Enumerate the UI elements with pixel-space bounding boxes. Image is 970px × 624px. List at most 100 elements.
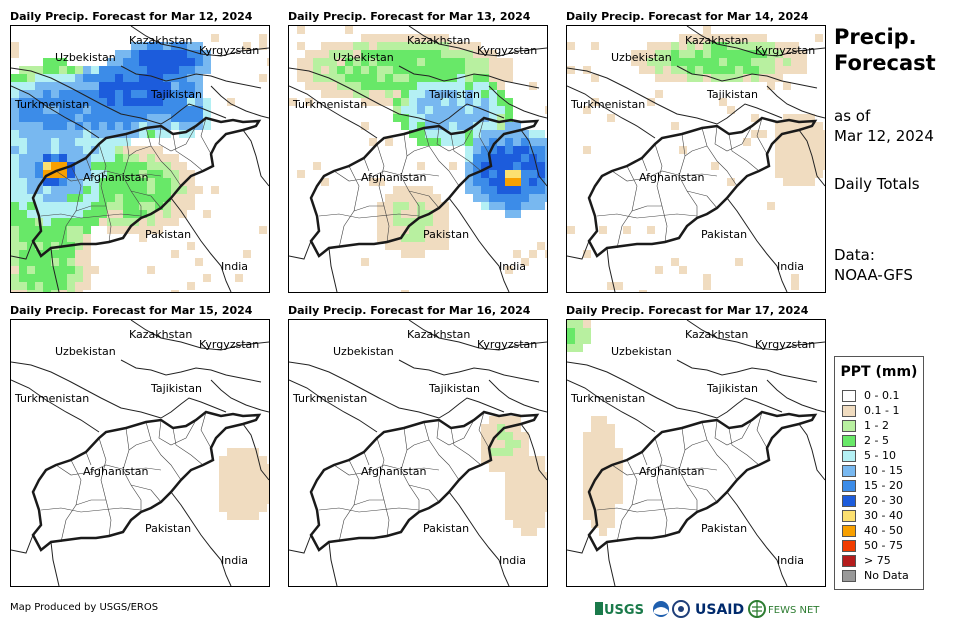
province-border bbox=[714, 125, 753, 152]
country-border bbox=[520, 129, 547, 187]
province-border bbox=[145, 421, 182, 481]
country-border bbox=[716, 397, 783, 419]
province-border bbox=[728, 427, 760, 466]
usaid-logo-icon: USAID bbox=[695, 602, 744, 618]
legend-label: 10 - 15 bbox=[864, 464, 903, 477]
country-label-india: India bbox=[221, 554, 248, 567]
province-border bbox=[728, 133, 760, 172]
country-border bbox=[676, 65, 818, 89]
country-label-afghanistan: Afghanistan bbox=[639, 465, 705, 478]
forecast-panel-4: Daily Precip. Forecast for Mar 15, 2024 … bbox=[10, 304, 270, 587]
province-border bbox=[678, 133, 698, 218]
country-label-kazakhstan: Kazakhstan bbox=[685, 34, 748, 47]
country-border bbox=[289, 379, 378, 433]
legend-swatch bbox=[842, 510, 856, 522]
afghanistan-outline bbox=[309, 116, 540, 258]
country-border bbox=[289, 67, 440, 125]
forecast-map: Kazakhstan Kyrgyzstan Uzbekistan Tajikistan… bbox=[566, 25, 826, 293]
country-label-uzbekistan: Uzbekistan bbox=[55, 51, 116, 64]
country-border bbox=[11, 379, 100, 433]
country-border bbox=[289, 361, 440, 419]
legend-swatch bbox=[842, 405, 856, 417]
map-canvas: Kazakhstan Kyrgyzstan Uzbekistan Tajikistan… bbox=[567, 320, 825, 586]
country-label-tajikistan: Tajikistan bbox=[150, 382, 202, 395]
country-border bbox=[448, 491, 510, 586]
province-border bbox=[756, 411, 768, 449]
country-border bbox=[130, 26, 269, 57]
province-border bbox=[130, 484, 162, 503]
country-border bbox=[50, 541, 60, 586]
data-line2: NOAA-GFS bbox=[834, 266, 913, 284]
forecast-panel-5: Daily Precip. Forecast for Mar 16, 2024 … bbox=[288, 304, 548, 587]
country-border bbox=[448, 197, 510, 292]
precip-grid bbox=[219, 448, 269, 520]
country-label-tajikistan: Tajikistan bbox=[428, 88, 480, 101]
panel-title: Daily Precip. Forecast for Mar 17, 2024 bbox=[566, 304, 809, 317]
country-border bbox=[488, 85, 547, 119]
country-border bbox=[160, 103, 227, 125]
country-border bbox=[11, 85, 100, 139]
legend-swatch bbox=[842, 420, 856, 432]
province-border bbox=[436, 125, 475, 152]
country-label-afghanistan: Afghanistan bbox=[83, 171, 149, 184]
country-label-kyrgyzstan: Kyrgyzstan bbox=[755, 338, 815, 351]
province-border bbox=[158, 419, 197, 446]
side-title-line1: Precip. bbox=[834, 25, 917, 49]
country-label-turkmenistan: Turkmenistan bbox=[14, 98, 89, 111]
province-border bbox=[172, 427, 204, 466]
province-border bbox=[596, 213, 698, 219]
agency-logos: USGS USAID FEWS NET bbox=[595, 600, 820, 618]
country-label-tajikistan: Tajikistan bbox=[428, 382, 480, 395]
legend-swatch bbox=[842, 465, 856, 477]
country-label-tajikistan: Tajikistan bbox=[150, 88, 202, 101]
province-border bbox=[333, 464, 440, 476]
country-label-pakistan: Pakistan bbox=[423, 522, 469, 535]
province-border bbox=[318, 507, 420, 513]
as-of-text: as of Mar 12, 2024 bbox=[834, 106, 964, 146]
afghanistan-outline bbox=[309, 410, 540, 552]
legend-swatch bbox=[842, 540, 856, 552]
province-border bbox=[408, 190, 440, 209]
country-border bbox=[11, 361, 162, 419]
country-border bbox=[606, 541, 616, 586]
country-border bbox=[766, 85, 825, 119]
country-border bbox=[242, 129, 269, 187]
province-border bbox=[631, 205, 662, 212]
country-label-turkmenistan: Turkmenistan bbox=[292, 392, 367, 405]
data-line1: Data: bbox=[834, 246, 875, 264]
country-border bbox=[289, 534, 312, 554]
forecast-map: Kazakhstan Kyrgyzstan Uzbekistan Tajikistan… bbox=[10, 25, 270, 293]
country-label-india: India bbox=[777, 260, 804, 273]
country-border bbox=[686, 320, 825, 351]
country-label-tajikistan: Tajikistan bbox=[706, 382, 758, 395]
panel-title: Daily Precip. Forecast for Mar 16, 2024 bbox=[288, 304, 531, 317]
country-border bbox=[11, 240, 34, 260]
country-border bbox=[567, 379, 656, 433]
country-border bbox=[408, 320, 547, 351]
country-label-afghanistan: Afghanistan bbox=[361, 465, 427, 478]
province-border bbox=[631, 499, 662, 506]
province-border bbox=[122, 427, 142, 512]
country-label-kyrgyzstan: Kyrgyzstan bbox=[477, 44, 537, 57]
daily-totals-text: Daily Totals bbox=[834, 175, 920, 193]
legend-label: 0 - 0.1 bbox=[864, 389, 900, 402]
province-border bbox=[400, 133, 420, 218]
country-label-pakistan: Pakistan bbox=[145, 228, 191, 241]
country-border bbox=[686, 26, 825, 57]
panel-title: Daily Precip. Forecast for Mar 15, 2024 bbox=[10, 304, 253, 317]
legend-label: 15 - 20 bbox=[864, 479, 903, 492]
afghanistan-outline bbox=[587, 116, 818, 258]
country-label-kyrgyzstan: Kyrgyzstan bbox=[755, 44, 815, 57]
province-border bbox=[701, 421, 738, 481]
country-border bbox=[567, 534, 590, 554]
map-canvas: Kazakhstan Kyrgyzstan Uzbekistan Tajikistan… bbox=[567, 26, 825, 292]
legend-label: 1 - 2 bbox=[864, 419, 889, 432]
credit-text: Map Produced by USGS/EROS bbox=[10, 602, 159, 613]
province-border bbox=[130, 190, 162, 209]
country-border bbox=[766, 379, 825, 413]
country-border bbox=[398, 359, 540, 383]
country-label-kyrgyzstan: Kyrgyzstan bbox=[199, 338, 259, 351]
province-border bbox=[686, 190, 718, 209]
province-border bbox=[98, 437, 112, 537]
province-border bbox=[55, 170, 162, 182]
